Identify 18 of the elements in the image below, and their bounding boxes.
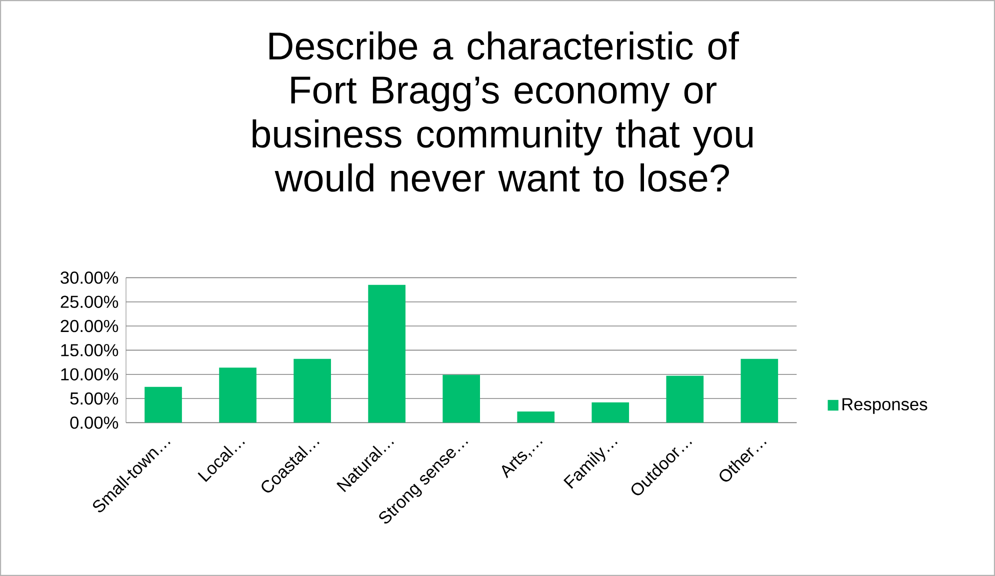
chart-title: Describe a characteristic of Fort Bragg’s economy or business community that you would never want to lose? [252,31,753,192]
y-tick-label: 10.00% [61,368,118,380]
y-tick-label: 25.00% [60,296,118,308]
bar [144,386,182,423]
bar [442,374,480,423]
bar [517,412,555,423]
y-tick-label: 15.00% [61,344,118,356]
y-tick-label: 0.00% [70,416,118,429]
bar [740,358,778,423]
bar [294,358,331,423]
bar [592,402,630,423]
bar [368,284,406,423]
y-tick-label: 5.00% [70,392,118,405]
y-tick-label: 20.00% [60,320,118,332]
legend-label: Responses [842,398,928,414]
bar [666,376,704,423]
bar [219,368,256,423]
y-tick-label: 30.00% [60,272,118,284]
